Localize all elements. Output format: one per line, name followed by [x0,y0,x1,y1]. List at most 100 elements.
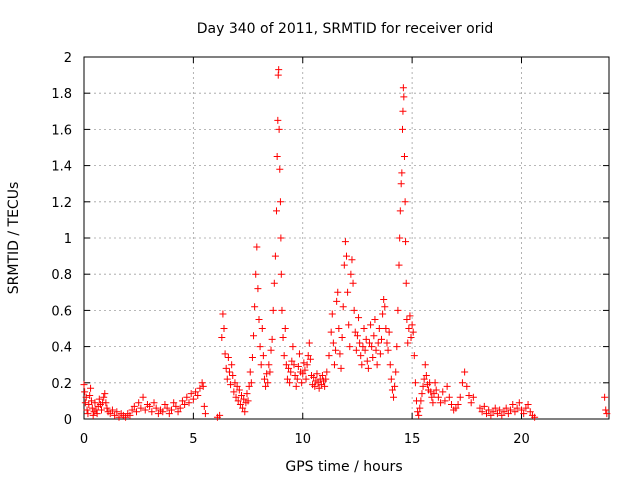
data-point [443,382,451,390]
data-point [130,402,138,410]
data-point [360,325,368,332]
data-point [269,306,277,314]
data-point [328,310,336,318]
data-point [286,379,294,387]
data-point [375,325,383,332]
y-tick-label: 1.6 [51,123,72,138]
data-point [240,395,248,403]
data-point [283,375,291,383]
data-point [419,382,427,390]
data-point [87,397,95,405]
data-point [228,361,236,369]
data-point [101,390,109,398]
data-point [168,406,175,414]
data-point [262,382,270,390]
data-point [327,328,335,336]
data-point [432,386,440,394]
data-point [221,350,229,358]
data-point [181,401,189,409]
data-point [498,411,506,419]
data-point [170,399,178,407]
data-point [103,404,111,412]
y-tick-label: 2 [64,51,72,66]
data-point [353,332,361,340]
data-point [276,165,284,173]
data-point [88,404,96,412]
data-point [299,370,307,378]
data-point [82,393,90,401]
data-point [403,315,411,323]
data-point [411,379,419,387]
x-tick-label: 0 [80,432,88,447]
data-point [133,408,140,416]
data-point [115,413,123,421]
data-point [416,404,424,412]
data-point [355,314,363,322]
data-point [259,352,267,360]
data-point [199,382,207,390]
data-point [402,238,410,246]
data-point [335,325,343,332]
data-point [291,372,299,380]
data-point [128,406,136,414]
data-point [275,125,283,133]
data-point [187,390,195,398]
data-point [379,310,387,318]
data-point [250,332,258,340]
data-point [113,408,121,416]
data-point [229,372,237,380]
data-point [390,393,398,401]
data-point [275,66,283,74]
data-point [439,388,447,396]
data-point [280,352,288,360]
data-point [361,346,369,354]
data-point [350,306,358,314]
data-point [196,384,204,392]
data-point [346,343,354,351]
data-point [526,408,534,416]
data-point [465,391,473,399]
data-point [245,382,253,390]
y-tick-label: 0.4 [51,341,72,356]
data-point [174,408,182,416]
data-point [340,261,348,269]
data-point [294,363,302,371]
data-point [349,279,357,287]
data-point [194,391,202,399]
data-point [399,107,407,115]
data-points [80,66,611,421]
data-point [414,408,422,416]
axis-ticks: 00.20.40.60.811.21.41.61.820 5 10 15 20 [51,51,609,447]
data-point [394,306,402,314]
data-point [317,381,325,389]
data-point [83,406,91,414]
data-point [192,388,200,396]
data-point [410,352,418,360]
data-point [290,361,298,369]
data-point [415,411,423,419]
data-point [420,375,428,383]
y-tick-label: 1 [64,232,72,247]
data-point [268,335,276,343]
data-point [456,393,464,401]
data-point [89,411,97,419]
data-point [231,379,239,387]
data-point [137,404,145,412]
data-point [392,368,400,376]
data-point [98,406,105,414]
x-tick-label: 15 [404,432,421,447]
data-point [502,404,510,412]
data-point [257,361,265,369]
data-point [106,410,114,418]
data-point [311,382,319,390]
data-point [238,391,245,399]
data-point [417,397,425,405]
data-point [485,406,493,414]
data-point [85,401,93,409]
data-point [408,321,416,329]
data-point [338,334,346,342]
data-point [305,339,313,347]
data-point [422,372,430,380]
data-point [271,252,279,260]
data-point [279,334,287,342]
